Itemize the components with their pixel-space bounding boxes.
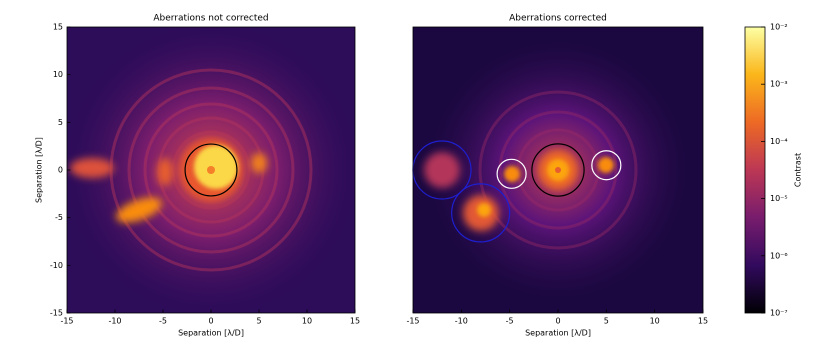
chart-title: Aberrations corrected (509, 14, 607, 24)
x-tick-label: -10 (108, 317, 121, 326)
marker-circle (531, 143, 585, 197)
x-tick-label: 15 (350, 317, 360, 326)
y-tick-label: -10 (50, 261, 63, 270)
y-tick-label: 15 (53, 23, 63, 32)
colorbar-tick-label: 10⁻⁵ (770, 194, 788, 203)
y-axis-label: Separation [λ/D] (35, 137, 44, 203)
marker-circle (591, 150, 622, 181)
y-tick-label: -5 (55, 213, 63, 222)
colorbar-tick-label: 10⁻³ (770, 80, 788, 89)
y-tick-label: 5 (58, 118, 63, 127)
x-tick-label: -15 (406, 317, 419, 326)
x-tick-label: -5 (159, 317, 167, 326)
x-tick-label: 0 (555, 317, 560, 326)
image-left (67, 27, 355, 313)
x-axis-label: Separation [λ/D] (178, 329, 244, 338)
colorbar-label: Contrast (794, 153, 803, 187)
x-tick-label: 10 (302, 317, 312, 326)
x-tick-label: -5 (506, 317, 514, 326)
x-tick-label: -15 (60, 317, 73, 326)
x-tick-label: 0 (208, 317, 213, 326)
x-tick-label: 5 (256, 317, 261, 326)
marker-circle (184, 143, 238, 197)
colorbar-tick-label: 10⁻² (770, 23, 788, 32)
x-tick-label: 15 (698, 317, 708, 326)
marker-circle (496, 158, 527, 189)
colorbar (744, 26, 766, 314)
y-tick-label: 0 (58, 166, 63, 175)
x-axis-label: Separation [λ/D] (525, 329, 591, 338)
y-tick-label: 10 (53, 70, 63, 79)
chart-title: Aberrations not corrected (153, 14, 268, 24)
colorbar-tick-label: 10⁻⁴ (770, 137, 788, 146)
colorbar-tick-label: 10⁻⁷ (770, 309, 788, 318)
x-tick-label: 5 (604, 317, 609, 326)
image-right (413, 27, 703, 313)
x-tick-label: 10 (650, 317, 660, 326)
x-tick-label: -10 (455, 317, 468, 326)
colorbar-tick-label: 10⁻⁶ (770, 251, 788, 260)
y-tick-label: -15 (50, 309, 63, 318)
marker-circle (451, 183, 511, 243)
